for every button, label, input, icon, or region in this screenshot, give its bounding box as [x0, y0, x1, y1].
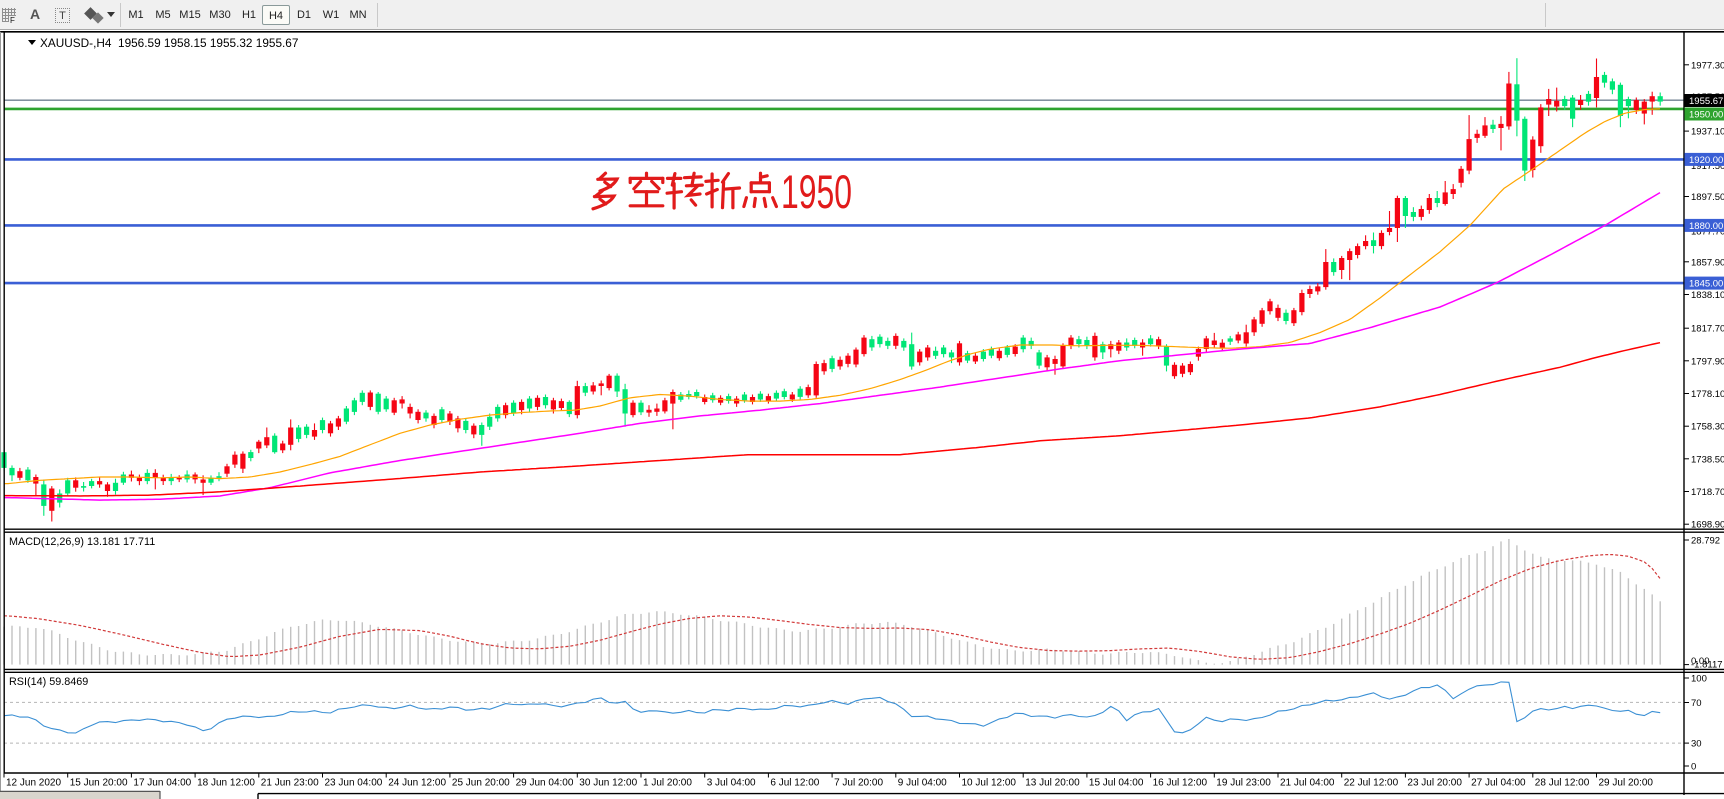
svg-text:3 Jul 04:00: 3 Jul 04:00 — [707, 778, 756, 789]
svg-text:1877.70: 1877.70 — [1691, 227, 1724, 238]
svg-text:30 Jun 12:00: 30 Jun 12:00 — [579, 778, 637, 789]
svg-text:21 Jul 04:00: 21 Jul 04:00 — [1280, 778, 1335, 789]
svg-text:24 Jun 12:00: 24 Jun 12:00 — [388, 778, 446, 789]
svg-text:1880.00: 1880.00 — [1689, 221, 1723, 232]
svg-text:17 Jun 04:00: 17 Jun 04:00 — [133, 778, 191, 789]
svg-text:25 Jun 20:00: 25 Jun 20:00 — [452, 778, 510, 789]
svg-text:15 Jul 04:00: 15 Jul 04:00 — [1089, 778, 1144, 789]
svg-text:1758.30: 1758.30 — [1691, 422, 1724, 433]
svg-text:XAUUSD-,H4 1956.59 1958.15 19: XAUUSD-,H4 1956.59 1958.15 1955.32 1955.… — [40, 36, 298, 50]
svg-text:13 Jul 20:00: 13 Jul 20:00 — [1025, 778, 1080, 789]
svg-text:1897.50: 1897.50 — [1691, 192, 1724, 203]
svg-text:28 Jul 12:00: 28 Jul 12:00 — [1535, 778, 1590, 789]
svg-text:1845.00: 1845.00 — [1689, 279, 1723, 290]
svg-text:MACD(12,26,9) 13.181 17.711: MACD(12,26,9) 13.181 17.711 — [9, 536, 155, 548]
svg-text:23 Jun 04:00: 23 Jun 04:00 — [325, 778, 383, 789]
svg-text:0.00: 0.00 — [1691, 656, 1710, 667]
svg-text:0: 0 — [1691, 762, 1696, 773]
svg-text:21 Jun 23:00: 21 Jun 23:00 — [261, 778, 319, 789]
svg-text:1917.50: 1917.50 — [1691, 161, 1724, 172]
svg-text:RSI(14) 59.8469: RSI(14) 59.8469 — [9, 676, 88, 688]
svg-text:1738.50: 1738.50 — [1691, 454, 1724, 465]
svg-text:6 Jul 12:00: 6 Jul 12:00 — [770, 778, 819, 789]
svg-text:7 Jul 20:00: 7 Jul 20:00 — [834, 778, 883, 789]
svg-text:28.792: 28.792 — [1691, 536, 1720, 547]
svg-text:1977.30: 1977.30 — [1691, 60, 1724, 71]
svg-text:1955.67: 1955.67 — [1689, 96, 1723, 107]
svg-text:29 Jul 20:00: 29 Jul 20:00 — [1599, 778, 1654, 789]
svg-text:1778.10: 1778.10 — [1691, 389, 1724, 400]
svg-text:1718.70: 1718.70 — [1691, 487, 1724, 498]
svg-text:29 Jun 04:00: 29 Jun 04:00 — [516, 778, 574, 789]
svg-text:12 Jun 2020: 12 Jun 2020 — [6, 778, 61, 789]
svg-text:1920.00: 1920.00 — [1689, 155, 1723, 166]
svg-text:1 Jul 20:00: 1 Jul 20:00 — [643, 778, 692, 789]
svg-text:1950: 1950 — [781, 165, 852, 218]
svg-text:1937.10: 1937.10 — [1691, 127, 1724, 138]
svg-text:19 Jul 23:00: 19 Jul 23:00 — [1216, 778, 1271, 789]
svg-text:1797.90: 1797.90 — [1691, 356, 1724, 367]
svg-text:22 Jul 12:00: 22 Jul 12:00 — [1344, 778, 1399, 789]
svg-text:15 Jun 20:00: 15 Jun 20:00 — [70, 778, 128, 789]
svg-text:1817.70: 1817.70 — [1691, 324, 1724, 335]
svg-text:-1.8117: -1.8117 — [1691, 660, 1723, 671]
svg-text:18 Jun 12:00: 18 Jun 12:00 — [197, 778, 255, 789]
svg-text:1857.90: 1857.90 — [1691, 257, 1724, 268]
svg-text:70: 70 — [1691, 698, 1702, 709]
svg-text:1950.00: 1950.00 — [1689, 110, 1723, 121]
svg-text:10 Jul 12:00: 10 Jul 12:00 — [962, 778, 1017, 789]
svg-text:9 Jul 04:00: 9 Jul 04:00 — [898, 778, 947, 789]
svg-text:1698.90: 1698.90 — [1691, 520, 1724, 531]
svg-text:16 Jul 12:00: 16 Jul 12:00 — [1153, 778, 1208, 789]
svg-text:100: 100 — [1691, 674, 1707, 685]
svg-text:27 Jul 04:00: 27 Jul 04:00 — [1471, 778, 1526, 789]
svg-text:23 Jul 20:00: 23 Jul 20:00 — [1407, 778, 1462, 789]
svg-text:30: 30 — [1691, 739, 1702, 750]
svg-text:1838.10: 1838.10 — [1691, 290, 1724, 301]
